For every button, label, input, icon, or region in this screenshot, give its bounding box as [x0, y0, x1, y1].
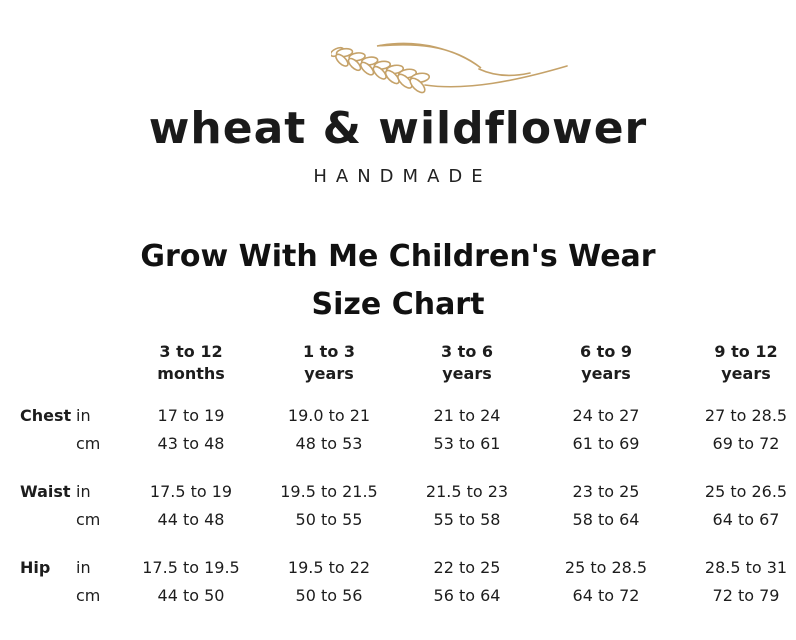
size-value: 58 to 64: [572, 509, 640, 529]
size-value: 27 to 28.5: [704, 405, 788, 425]
size-value: 19.5 to 21.5: [280, 481, 378, 501]
brand-logo: wheat & wildflower HANDMADE: [0, 0, 796, 187]
row-label: Chest: [20, 405, 72, 425]
size-value: 44 to 48: [157, 509, 225, 529]
size-value: 17.5 to 19.5: [142, 557, 240, 577]
brand-name: wheat & wildflower: [148, 103, 648, 154]
table-row-hip-cm: cm 44 to 50 50 to 56 56 to 64 64 to 72 7…: [20, 581, 796, 609]
unit-label: in: [76, 557, 91, 577]
size-value: 19.5 to 22: [287, 557, 371, 577]
row-label: Hip: [20, 557, 51, 577]
size-value: 64 to 72: [572, 585, 640, 605]
size-value: 17 to 19: [157, 405, 225, 425]
table-row-chest-in: Chest in 17 to 19 19.0 to 21 21 to 24 24…: [20, 385, 796, 429]
size-value: 61 to 69: [572, 433, 640, 453]
size-value: 19.0 to 21: [287, 405, 371, 425]
table-row-waist-cm: cm 44 to 48 50 to 55 55 to 58 58 to 64 6…: [20, 505, 796, 533]
unit-label: in: [76, 405, 91, 425]
unit-label: cm: [76, 509, 101, 529]
size-value: 53 to 61: [433, 433, 501, 453]
corner-cell: [76, 341, 122, 385]
unit-label: in: [76, 481, 91, 501]
size-value: 21.5 to 23: [425, 481, 509, 501]
size-value: 69 to 72: [712, 433, 780, 453]
wheat-icon: [331, 42, 568, 94]
corner-cell: [20, 341, 76, 385]
size-value: 72 to 79: [712, 585, 780, 605]
size-value: 50 to 55: [295, 509, 363, 529]
table-row-hip-in: Hip in 17.5 to 19.5 19.5 to 22 22 to 25 …: [20, 533, 796, 581]
size-value: 64 to 67: [712, 509, 780, 529]
unit-label: cm: [76, 433, 101, 453]
size-value: 24 to 27: [572, 405, 640, 425]
brand-tagline: HANDMADE: [313, 166, 492, 187]
unit-label: cm: [76, 585, 101, 605]
size-value: 17.5 to 19: [149, 481, 233, 501]
size-value: 23 to 25: [572, 481, 640, 501]
column-header: 9 to 12 years: [714, 342, 778, 383]
size-value: 56 to 64: [433, 585, 501, 605]
size-chart-table: 3 to 12 months 1 to 3 years 3 to 6 years…: [20, 341, 796, 609]
table-row-chest-cm: cm 43 to 48 48 to 53 53 to 61 61 to 69 6…: [20, 429, 796, 457]
size-value: 55 to 58: [433, 509, 501, 529]
column-header: 3 to 12 months: [157, 342, 225, 383]
table-row-waist-in: Waist in 17.5 to 19 19.5 to 21.5 21.5 to…: [20, 457, 796, 505]
size-value: 21 to 24: [433, 405, 501, 425]
column-header: 6 to 9 years: [579, 342, 633, 383]
size-value: 48 to 53: [295, 433, 363, 453]
size-value: 25 to 28.5: [564, 557, 648, 577]
row-label: [20, 429, 76, 457]
row-label: [20, 581, 76, 609]
size-value: 44 to 50: [157, 585, 225, 605]
size-value: 25 to 26.5: [704, 481, 788, 501]
size-value: 28.5 to 31: [704, 557, 788, 577]
column-header: 1 to 3 years: [302, 342, 356, 383]
row-label: Waist: [20, 481, 71, 501]
size-value: 43 to 48: [157, 433, 225, 453]
column-header: 3 to 6 years: [440, 342, 494, 383]
page-title: Grow With Me Children's Wear Size Chart: [140, 239, 656, 322]
size-value: 50 to 56: [295, 585, 363, 605]
size-value: 22 to 25: [433, 557, 501, 577]
row-label: [20, 505, 76, 533]
column-header-row: 3 to 12 months 1 to 3 years 3 to 6 years…: [20, 341, 796, 385]
